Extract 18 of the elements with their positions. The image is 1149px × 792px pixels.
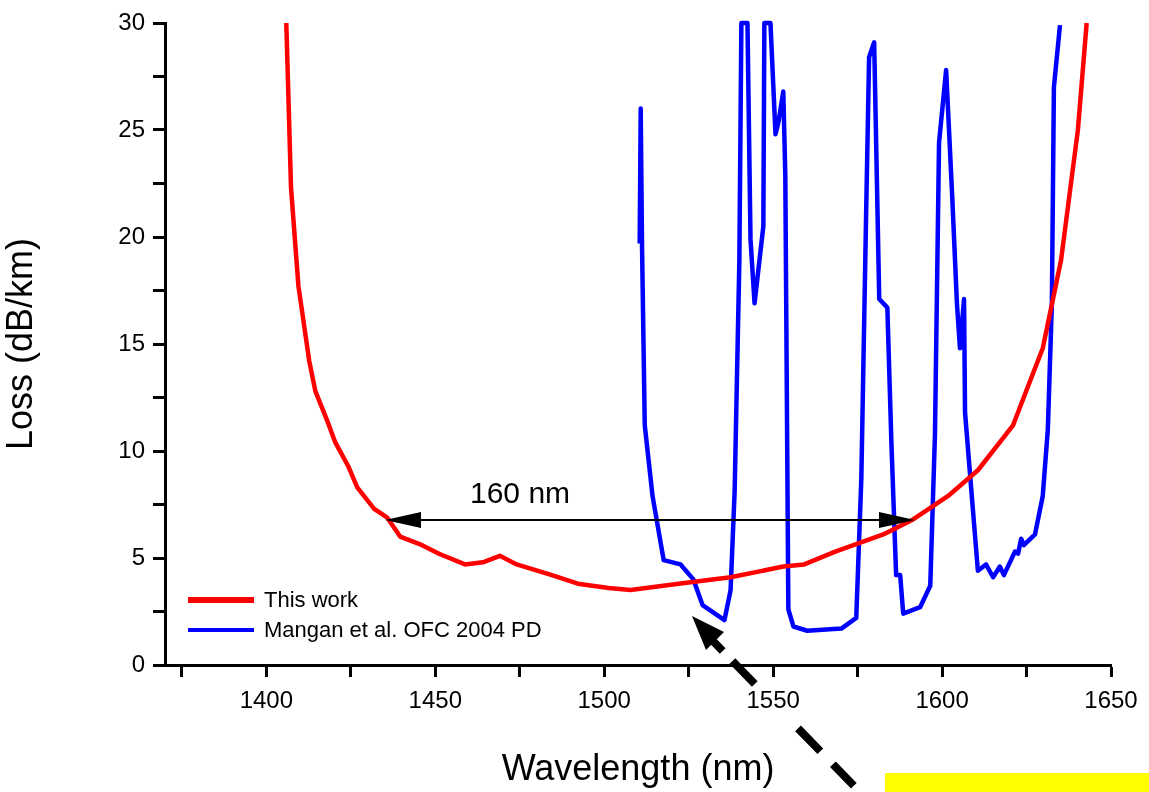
y-tick-label: 15 <box>118 328 145 356</box>
y-tick-label: 10 <box>118 435 145 463</box>
legend-label: Mangan et al. OFC 2004 PD <box>264 617 542 643</box>
y-tick-label: 20 <box>118 221 145 249</box>
y-tick-label: 30 <box>118 7 145 35</box>
x-tick-label: 1550 <box>746 686 800 714</box>
y-tick-label: 0 <box>131 649 145 677</box>
x-axis-title: Wavelength (nm) <box>501 747 775 789</box>
x-tick-label: 1600 <box>915 686 969 714</box>
y-tick-label: 5 <box>131 542 145 570</box>
x-tick-label: 1500 <box>577 686 631 714</box>
y-axis-title: Loss (dB/km) <box>0 237 40 451</box>
annotation: 160 nm <box>470 476 571 510</box>
legend-label: This work <box>264 587 359 613</box>
x-tick-label: 1650 <box>1084 686 1138 714</box>
x-tick-label: 1450 <box>408 686 462 714</box>
y-tick-label: 25 <box>118 114 145 142</box>
x-tick-label: 1400 <box>239 686 294 714</box>
